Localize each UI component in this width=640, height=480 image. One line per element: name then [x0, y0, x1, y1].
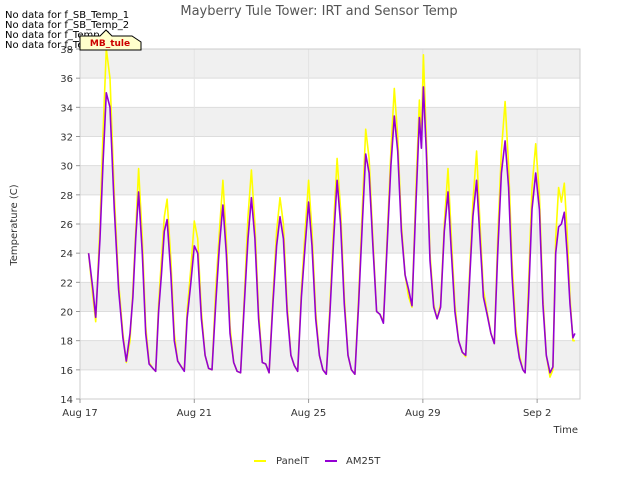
- y-axis-ticks: 14 16 18 20 22 24 26 28 30 32 34 36 38: [60, 45, 80, 406]
- y-tick-label: 38: [60, 45, 73, 56]
- y-tick-label: 30: [60, 162, 73, 173]
- series-lines: [87, 48, 576, 378]
- y-tick-label: 28: [60, 191, 73, 202]
- y-tick-label: 18: [60, 337, 73, 348]
- background-band: [80, 107, 580, 137]
- y-tick-label: 26: [60, 220, 73, 231]
- y-tick-label: 22: [60, 278, 73, 289]
- legend-label-panelt: PanelT: [276, 456, 310, 467]
- x-tick-label: Aug 29: [405, 408, 440, 419]
- series-line-panelt: [87, 48, 575, 378]
- no-data-message: No data for f_Temp_1: [5, 30, 111, 41]
- x-tick-label: Aug 21: [177, 408, 212, 419]
- no-data-messages: No data for f_SB_Temp_1 No data for f_SB…: [5, 10, 129, 51]
- x-tick-label: Aug 25: [291, 408, 326, 419]
- series-line-am25t: [87, 86, 576, 375]
- x-tick-label: Sep 2: [523, 408, 551, 419]
- legend: PanelT AM25T: [254, 456, 381, 467]
- chart-title: Mayberry Tule Tower: IRT and Sensor Temp: [180, 4, 457, 19]
- y-axis-label: Temperature (C): [9, 184, 20, 266]
- x-axis-label: Time: [553, 425, 578, 436]
- tooltip-label: MB_tule: [90, 39, 130, 49]
- y-tick-label: 14: [60, 395, 73, 406]
- background-band: [80, 224, 580, 254]
- x-tick-label: Aug 17: [62, 408, 97, 419]
- y-tick-label: 24: [60, 249, 73, 260]
- background-band: [80, 49, 580, 79]
- x-axis-ticks: Aug 17 Aug 21 Aug 25 Aug 29 Sep 2: [62, 399, 551, 419]
- no-data-message: No data for f_SB_Temp_1: [5, 10, 129, 21]
- background-band: [80, 165, 580, 195]
- y-tick-label: 34: [60, 103, 73, 114]
- background-band: [80, 340, 580, 370]
- y-tick-label: 36: [60, 74, 73, 85]
- no-data-message: No data for f_Temp_2: [5, 40, 111, 51]
- y-tick-label: 32: [60, 133, 73, 144]
- y-tick-label: 20: [60, 308, 73, 319]
- no-data-message: No data for f_SB_Temp_2: [5, 20, 129, 31]
- site-tooltip[interactable]: MB_tule: [79, 29, 142, 51]
- legend-label-am25t: AM25T: [346, 456, 381, 467]
- y-tick-label: 16: [60, 366, 73, 377]
- tooltip-box: [79, 29, 142, 51]
